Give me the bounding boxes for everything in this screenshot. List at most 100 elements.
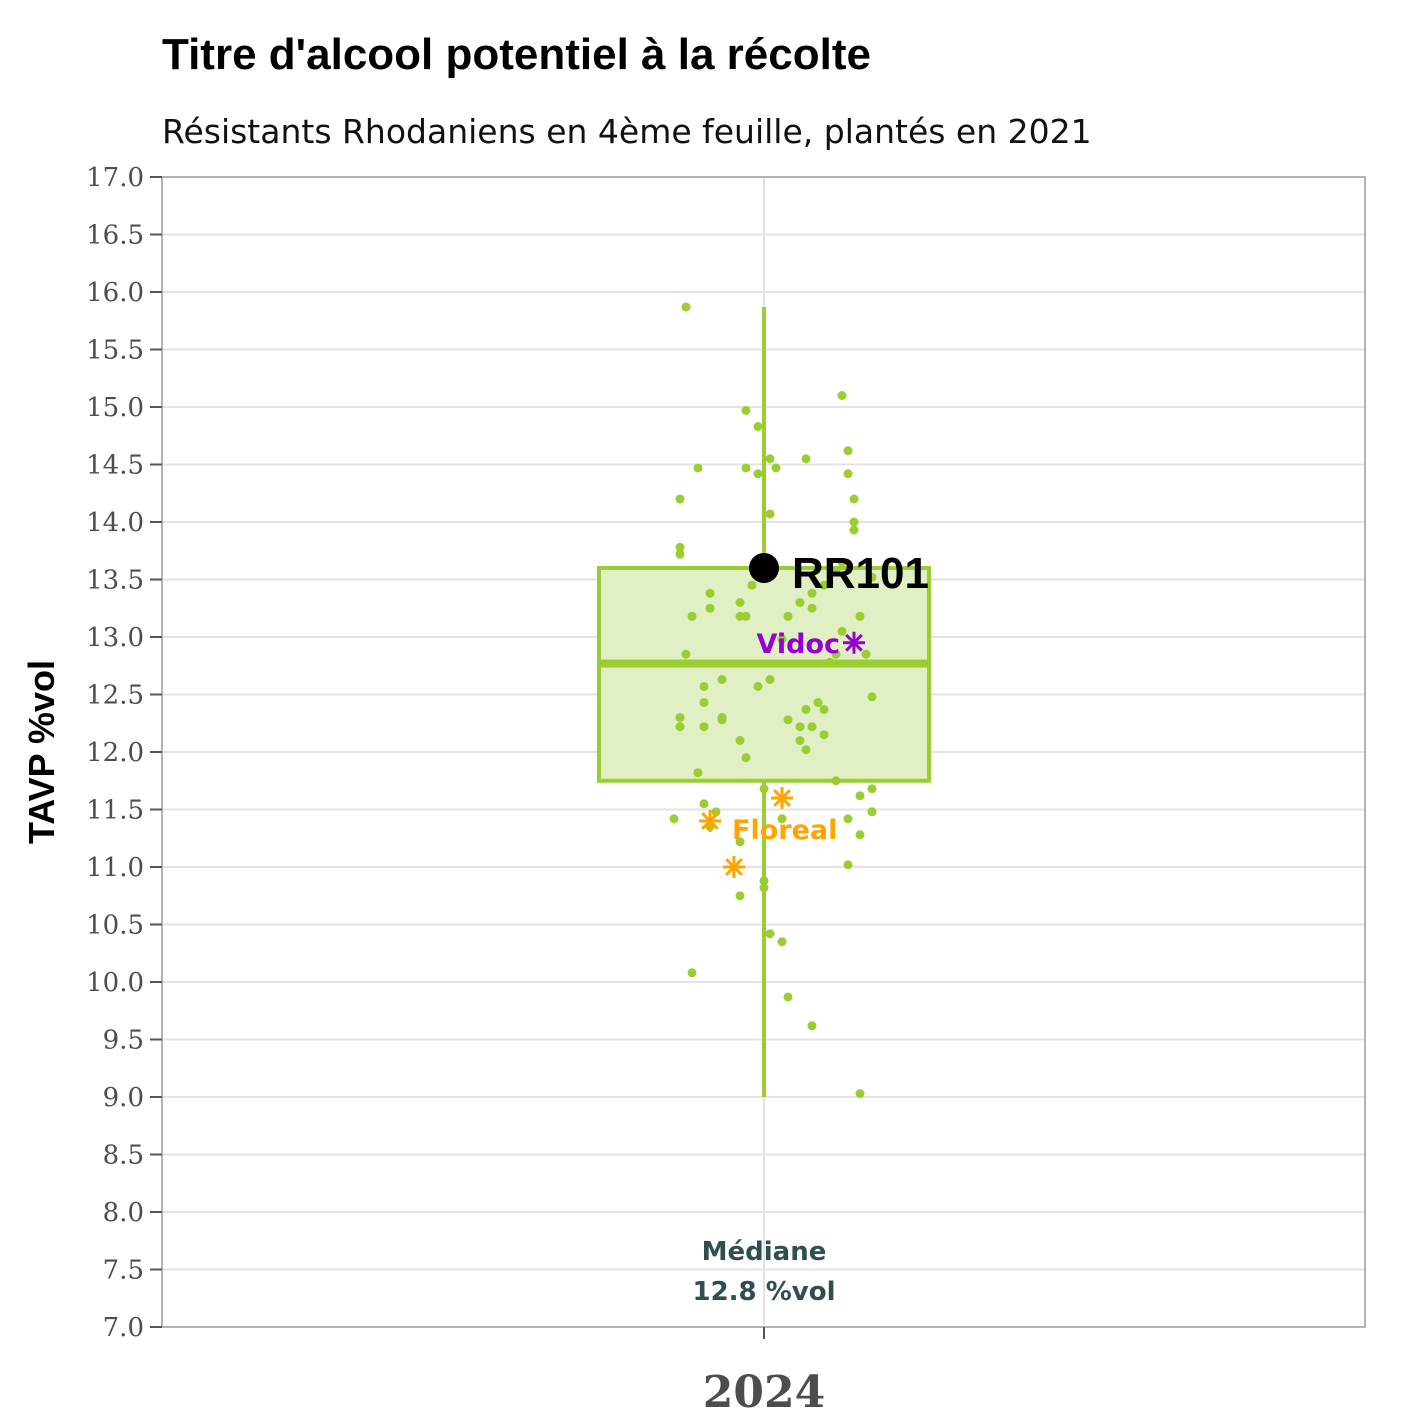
interquartile-box [597,566,931,783]
vidoc-label: Vidoc [756,629,840,660]
y-axis-title: TAVP %vol [21,660,62,844]
y-tick-label: 16.0 [86,278,144,308]
data-point [699,698,709,708]
data-point [699,681,709,691]
data-point [783,715,793,725]
y-axis: 7.0 7.5 8.0 8.5 9.0 9.5 10.0 10.5 11.0 11.5 12.0 12… [86,163,162,1343]
y-tick-label: 8.5 [103,1141,144,1171]
data-point [735,837,745,847]
data-point [867,807,877,817]
y-tick-label: 13.0 [86,623,144,653]
data-point [741,753,751,763]
data-point [759,883,769,893]
data-point [765,675,775,685]
data-point [753,422,763,432]
y-tick-label: 11.0 [86,853,144,883]
data-point [855,830,865,840]
data-point [717,675,727,685]
data-point [831,649,841,659]
data-point [843,814,853,824]
y-tick-label: 7.0 [103,1313,144,1343]
y-tick-label: 13.5 [86,566,144,596]
data-point [675,722,685,732]
data-point [747,580,757,590]
data-point [699,799,709,809]
data-point [867,784,877,794]
data-point [831,776,841,786]
data-point [669,814,679,824]
chart-subtitle: Résistants Rhodaniens en 4ème feuille, p… [162,112,1092,151]
data-point [777,814,787,824]
data-point [717,715,727,725]
data-point [807,722,817,732]
y-tick-label: 10.5 [86,911,144,941]
floreal-label: Floreal [732,815,837,846]
data-point [861,649,871,659]
data-point [735,598,745,607]
data-point [771,463,781,473]
box-group [597,306,931,1097]
data-point [741,463,751,473]
data-point [855,791,865,801]
data-point [849,494,859,504]
data-point [795,722,805,732]
data-point [867,572,877,582]
rr101-label: RR101 [792,549,929,598]
highlighted-varieties: RR101 Vidoc Floreal [699,549,929,878]
median-annotation-value: 12.8 %vol [693,1277,836,1307]
y-tick-label: 14.5 [86,451,144,481]
data-point [819,730,829,740]
y-tick-label: 14.0 [86,508,144,538]
data-point [843,860,853,870]
data-point [735,611,745,621]
data-point [837,557,847,567]
y-tick-label: 17.0 [86,163,144,193]
y-tick-label: 8.0 [103,1198,144,1228]
data-point [783,992,793,1002]
data-point [759,876,769,886]
data-point [855,611,865,621]
data-point [825,657,835,667]
y-tick-label: 12.5 [86,681,144,711]
data-point [687,611,697,621]
data-point [783,611,793,621]
data-point [795,598,805,607]
data-point [807,1021,817,1031]
data-point [705,603,715,613]
data-point [837,626,847,636]
data-point [843,469,853,479]
y-tick-label: 9.0 [103,1083,144,1113]
data-point [693,768,703,778]
y-tick-label: 16.5 [86,221,144,251]
asterisk-marker [723,856,745,878]
data-point [693,463,703,473]
data-point [801,745,811,755]
data-point [867,692,877,702]
y-tick-label: 15.5 [86,336,144,366]
data-point [675,494,685,504]
data-point [753,469,763,479]
asterisk-marker [699,810,721,832]
data-point [675,713,685,722]
data-point [705,588,715,598]
data-point [735,736,745,745]
data-point [777,634,787,644]
data-point [837,391,847,400]
jitter-points [669,302,877,1099]
data-point [795,736,805,745]
y-tick-label: 9.5 [103,1026,144,1056]
data-point [765,509,775,519]
data-point [735,891,745,901]
rr101-marker [749,553,779,583]
data-point [753,681,763,691]
data-point [807,603,817,613]
data-point [849,517,859,527]
data-point [759,784,769,794]
data-point [819,580,829,590]
data-point [813,698,823,708]
data-point [687,968,697,978]
data-point [675,549,685,559]
data-point [777,937,787,947]
data-point [681,302,691,312]
data-point [831,565,841,575]
